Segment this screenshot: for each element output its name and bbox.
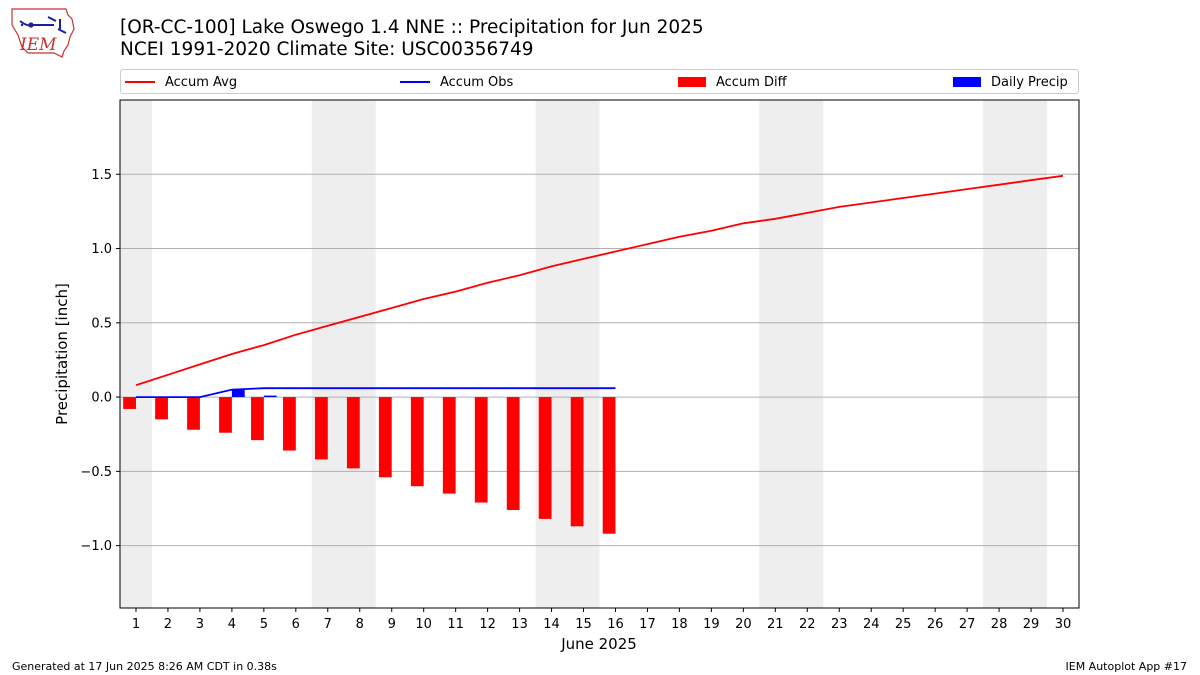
- accum-diff-bar: [506, 397, 520, 510]
- plot-frame: [119, 99, 1080, 609]
- accum-obs-line: [136, 387, 616, 399]
- accum-diff-bar: [570, 397, 584, 527]
- daily-precip-bars: [231, 389, 277, 398]
- y-tick-label: 1.0: [91, 242, 112, 257]
- y-tick-label: −1.0: [80, 539, 112, 554]
- legend-swatch-daily-precip: [953, 77, 981, 87]
- y-tick-label: 0.0: [91, 391, 112, 406]
- x-tick-label: 2: [164, 617, 172, 632]
- accum-diff-bar: [219, 397, 232, 433]
- accum-diff-bar: [442, 397, 456, 494]
- legend-label-accum-avg: Accum Avg: [165, 74, 238, 90]
- legend-label-accum-diff: Accum Diff: [716, 74, 787, 90]
- x-tick-label: 16: [607, 617, 624, 632]
- chart-title: [OR-CC-100] Lake Oswego 1.4 NNE :: Preci…: [120, 17, 704, 61]
- legend-item-accum-avg: Accum Avg: [125, 73, 237, 91]
- x-tick-label: 8: [356, 617, 364, 632]
- weekend-shading: [120, 100, 1048, 608]
- weekend-band: [120, 100, 152, 608]
- x-tick-label: 21: [767, 617, 784, 632]
- legend-item-accum-obs: Accum Obs: [400, 73, 513, 91]
- footer-app: IEM Autoplot App #17: [1065, 660, 1188, 673]
- accum-diff-bar: [155, 397, 168, 420]
- iem-logo: IEM: [11, 8, 75, 58]
- x-tick-label: 11: [447, 617, 464, 632]
- x-tick-label: 4: [228, 617, 236, 632]
- daily-precip-bar: [231, 389, 245, 398]
- x-tick-label: 27: [959, 617, 976, 632]
- x-tick-label: 10: [415, 617, 432, 632]
- weekend-band: [759, 100, 824, 608]
- x-axis-ticks: 1 2 3 4 5 6 7 8 9 10 11 12 13 14 15 16 17 18 19 20 21 22 23 24 2…: [132, 608, 1071, 632]
- accum-diff-bar: [251, 397, 264, 441]
- accum-diff-bars: [123, 397, 616, 534]
- legend-label-daily-precip: Daily Precip: [991, 74, 1068, 90]
- x-tick-label: 17: [639, 617, 656, 632]
- grid-lines: [120, 173, 1079, 547]
- accum-diff-bar: [474, 397, 488, 503]
- weekend-band: [983, 100, 1048, 608]
- x-tick-label: 3: [196, 617, 204, 632]
- legend-item-accum-diff: Accum Diff: [678, 73, 787, 91]
- x-tick-label: 1: [132, 617, 140, 632]
- x-tick-label: 23: [831, 617, 848, 632]
- accum-diff-bar: [314, 397, 328, 460]
- chart-legend: Accum Avg Accum Obs Accum Diff Daily Pre…: [120, 69, 1079, 94]
- chart-title-line-2: NCEI 1991-2020 Climate Site: USC00356749: [120, 39, 534, 60]
- x-axis-label: June 2025: [560, 635, 637, 653]
- x-tick-label: 28: [991, 617, 1008, 632]
- y-tick-label: 0.5: [91, 316, 112, 331]
- logo-text: IEM: [19, 35, 57, 55]
- y-tick-label: −0.5: [80, 465, 112, 480]
- x-tick-label: 24: [863, 617, 880, 632]
- x-tick-label: 22: [799, 617, 816, 632]
- legend-swatch-accum-avg: [125, 81, 155, 83]
- x-tick-label: 18: [671, 617, 688, 632]
- x-tick-label: 20: [735, 617, 752, 632]
- x-tick-label: 15: [575, 617, 592, 632]
- legend-swatch-accum-diff: [678, 77, 706, 87]
- x-tick-label: 9: [388, 617, 396, 632]
- y-tick-label: 1.5: [91, 168, 112, 183]
- chart-title-line-1: [OR-CC-100] Lake Oswego 1.4 NNE :: Preci…: [120, 17, 704, 38]
- accum-diff-bar: [602, 397, 616, 534]
- accum-diff-bar: [123, 397, 136, 409]
- y-axis-label: Precipitation [inch]: [53, 283, 71, 425]
- series-lines: [135, 174, 1064, 399]
- accum-avg-line: [135, 174, 1064, 387]
- daily-precip-bar: [263, 395, 277, 398]
- accum-diff-bar: [346, 397, 360, 469]
- x-tick-label: 13: [511, 617, 528, 632]
- x-tick-label: 6: [292, 617, 300, 632]
- x-tick-label: 26: [927, 617, 944, 632]
- footer-generated: Generated at 17 Jun 2025 8:26 AM CDT in …: [12, 660, 277, 673]
- accum-diff-bar: [378, 397, 392, 478]
- legend-swatch-accum-obs: [400, 81, 430, 83]
- x-tick-label: 12: [479, 617, 496, 632]
- x-tick-label: 5: [260, 617, 268, 632]
- y-axis-ticks: −1.0 −0.5 0.0 0.5 1.0 1.5: [80, 168, 120, 554]
- accum-diff-bar: [283, 397, 296, 451]
- x-tick-label: 29: [1023, 617, 1040, 632]
- accum-diff-bar: [410, 397, 424, 487]
- weekend-band: [535, 100, 600, 608]
- x-tick-label: 14: [543, 617, 560, 632]
- legend-item-daily-precip: Daily Precip: [953, 73, 1068, 91]
- weekend-band: [311, 100, 376, 608]
- x-tick-label: 30: [1055, 617, 1072, 632]
- x-tick-label: 25: [895, 617, 912, 632]
- x-tick-label: 19: [703, 617, 720, 632]
- x-tick-label: 7: [324, 617, 332, 632]
- accum-diff-bar: [187, 397, 200, 430]
- accum-diff-bar: [538, 397, 552, 519]
- legend-label-accum-obs: Accum Obs: [440, 74, 514, 90]
